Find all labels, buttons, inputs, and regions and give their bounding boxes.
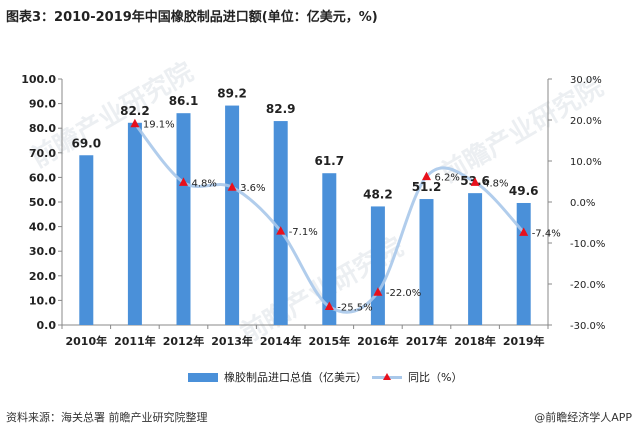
bar (370, 206, 385, 325)
y-right-tick-label: -10.0% (570, 239, 605, 250)
x-tick-label: 2019年 (503, 334, 545, 348)
bar-value-label: 82.9 (266, 102, 296, 116)
x-tick-label: 2011年 (114, 334, 156, 348)
yoy-marker (324, 301, 334, 311)
y-left-tick-label: 20.0 (29, 270, 56, 283)
y-left-tick-label: 60.0 (29, 171, 56, 184)
y-right-tick-label: 30.0% (570, 75, 602, 86)
bar-value-label: 48.2 (363, 187, 393, 201)
yoy-value-label: -7.1% (289, 227, 318, 238)
bar (273, 121, 288, 325)
y-left-tick-label: 30.0 (29, 245, 56, 258)
x-tick-label: 2018年 (454, 334, 496, 348)
x-tick-label: 2017年 (406, 334, 448, 348)
brand-label: @前瞻经济学人APP (534, 411, 632, 424)
y-left-tick-label: 90.0 (29, 98, 56, 111)
bar (225, 105, 240, 326)
y-left-tick-label: 10.0 (29, 294, 56, 307)
bar-value-label: 61.7 (314, 154, 344, 168)
bar-value-label: 82.2 (120, 104, 150, 118)
y-right-tick-label: 20.0% (570, 116, 602, 127)
chart-title: 图表3：2010-2019年中国橡胶制品进口额(单位：亿美元，%) (6, 10, 378, 25)
x-tick-label: 2015年 (308, 334, 350, 348)
y-left-tick-label: 40.0 (29, 221, 56, 234)
x-tick-label: 2010年 (65, 334, 107, 348)
x-tick-label: 2014年 (260, 334, 302, 348)
yoy-marker (422, 171, 431, 181)
bar (79, 155, 94, 325)
yoy-value-label: -25.5% (337, 303, 372, 314)
yoy-value-label: -7.4% (532, 228, 561, 239)
combo-chart: 0.0 10.0 20.0 30.0 40.0 50.0 60.0 70.0 80.0 90.0 1… (21, 73, 605, 348)
yoy-value-label: 4.8% (192, 178, 217, 189)
bar-value-label: 86.1 (169, 94, 199, 108)
source-note: 资料来源：海关总署 前瞻产业研究院整理 (6, 411, 208, 424)
bar (419, 199, 434, 325)
legend-bar-swatch (188, 372, 218, 382)
yoy-value-label: 3.6% (240, 183, 265, 194)
y-left-tick-label: 50.0 (29, 196, 56, 209)
x-tick-label: 2016年 (357, 334, 399, 348)
bar (127, 122, 142, 326)
yoy-value-label: 4.8% (483, 178, 508, 189)
y-right-tick-label: 10.0% (570, 157, 602, 168)
legend-bar: 橡胶制品进口总值（亿美元） (188, 369, 367, 385)
bar-value-label: 89.2 (217, 87, 247, 101)
yoy-marker (470, 177, 480, 186)
y-left-tick-label: 70.0 (29, 147, 56, 160)
yoy-marker (179, 177, 188, 186)
yoy-marker (227, 182, 237, 191)
y-right-tick-label: -20.0% (570, 280, 605, 291)
legend-line-label: 同比（%） (408, 371, 463, 384)
bar-value-label: 49.6 (509, 184, 539, 198)
bar (468, 193, 483, 325)
y-left-tick-label: 100.0 (21, 73, 56, 86)
yoy-marker (276, 226, 286, 235)
yoy-marker (373, 287, 383, 296)
bar-value-label: 69.0 (71, 136, 101, 150)
legend-line: 同比（%） (372, 369, 462, 385)
y-right-tick-label: 0.0% (570, 198, 595, 209)
legend-bar-label: 橡胶制品进口总值（亿美元） (224, 371, 367, 384)
yoy-marker (130, 118, 140, 128)
yoy-value-label: -22.0% (386, 288, 421, 299)
y-right-tick-label: -30.0% (570, 321, 605, 332)
yoy-value-label: 19.1% (143, 120, 175, 131)
bar-value-label: 51.2 (412, 180, 442, 194)
bar (176, 113, 191, 325)
yoy-value-label: 6.2% (435, 173, 460, 184)
yoy-marker (519, 227, 529, 236)
legend-line-swatch (372, 371, 402, 383)
y-left-tick-label: 80.0 (29, 122, 56, 135)
x-tick-label: 2013年 (211, 334, 253, 348)
x-tick-label: 2012年 (163, 334, 205, 348)
y-left-tick-label: 0.0 (37, 319, 57, 332)
bar (322, 173, 337, 325)
bar (516, 202, 531, 325)
